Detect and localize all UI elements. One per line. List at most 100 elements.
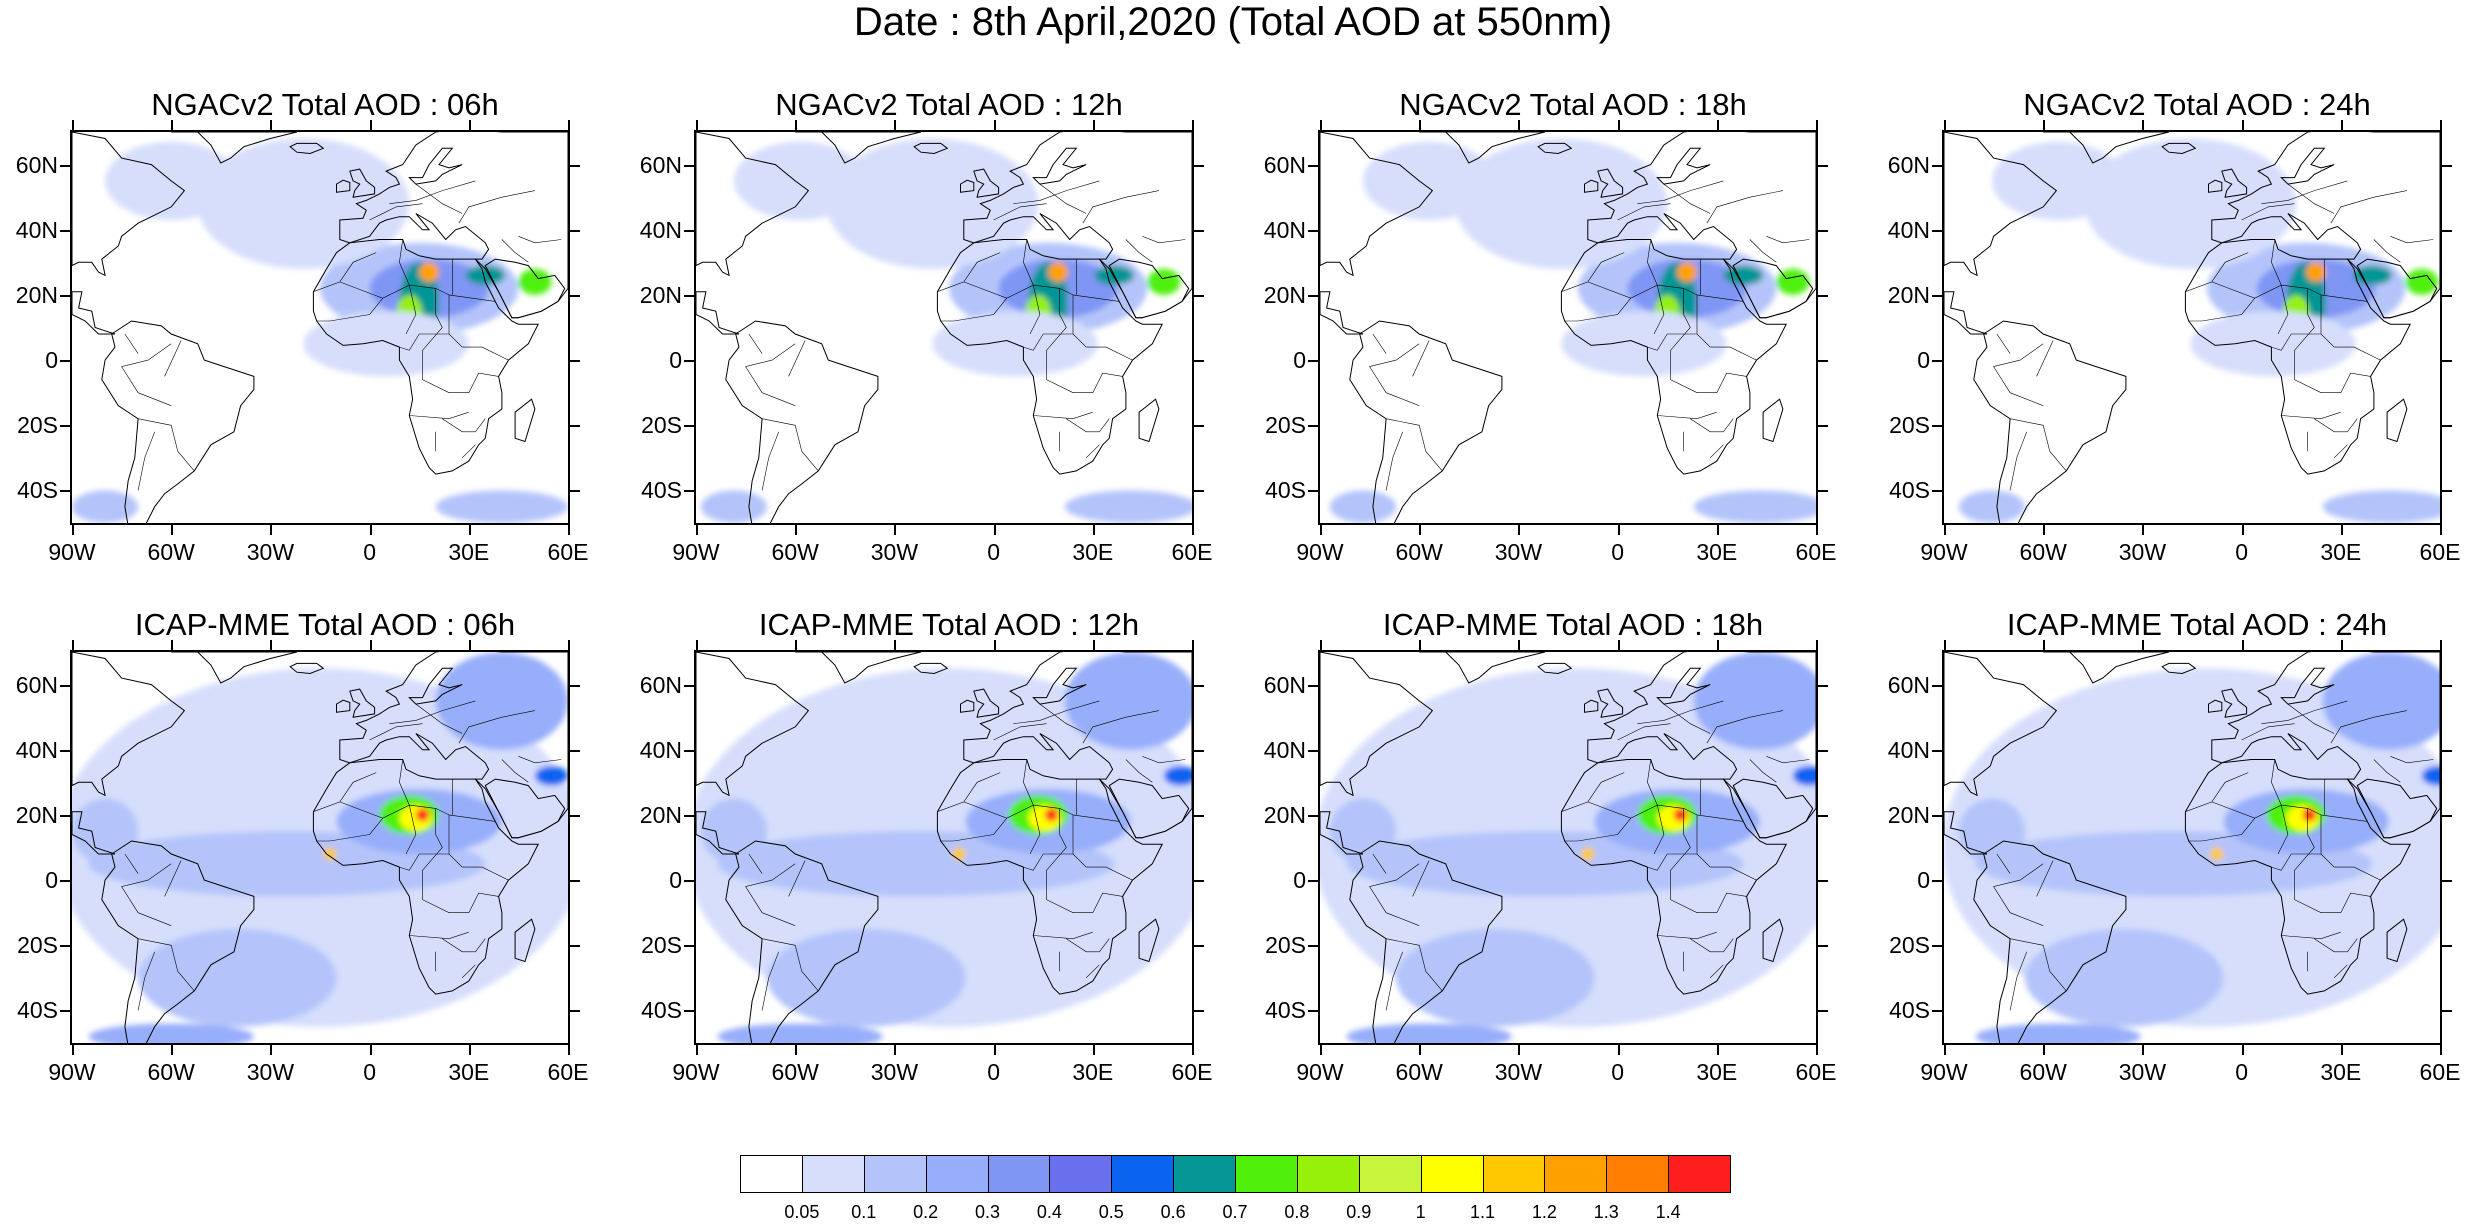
aod-map bbox=[1944, 652, 2440, 1043]
lon-tick bbox=[2043, 1045, 2046, 1055]
lat-tick bbox=[1308, 1010, 1318, 1013]
country-border bbox=[316, 818, 384, 842]
lat-label: 20S bbox=[17, 412, 58, 439]
country-border bbox=[501, 759, 529, 783]
lat-label: 20N bbox=[1263, 281, 1306, 308]
coastline-britain bbox=[2221, 688, 2248, 718]
aod-map bbox=[72, 132, 568, 523]
country-border bbox=[1709, 964, 1724, 979]
country-border bbox=[448, 294, 496, 302]
country-border bbox=[762, 418, 819, 472]
aod-field bbox=[72, 138, 568, 523]
lon-tick bbox=[2440, 120, 2442, 130]
country-border bbox=[1647, 239, 1658, 286]
lat-tick bbox=[684, 490, 694, 493]
country-border bbox=[313, 772, 377, 812]
map-frame bbox=[1318, 130, 1818, 525]
aod-blob bbox=[435, 652, 568, 750]
lat-tick bbox=[60, 164, 70, 167]
country-border bbox=[1647, 759, 1658, 806]
lon-tick bbox=[1320, 640, 1322, 650]
aod-blob bbox=[1044, 808, 1059, 822]
colorbar-box bbox=[1668, 1155, 1731, 1193]
country-border bbox=[1670, 372, 1747, 393]
lon-tick bbox=[1419, 120, 1422, 130]
lat-tick bbox=[1932, 164, 1942, 167]
lat-label: 0 bbox=[1293, 867, 1306, 894]
lon-label: 0 bbox=[2235, 539, 2248, 565]
lon-tick bbox=[468, 525, 471, 535]
country-border bbox=[2271, 239, 2282, 286]
country-border bbox=[1066, 938, 1110, 953]
country-border bbox=[1072, 814, 1120, 822]
lat-tick bbox=[2442, 880, 2452, 883]
country-border bbox=[748, 333, 763, 354]
lat-label: 20N bbox=[639, 801, 682, 828]
lat-tick bbox=[570, 490, 580, 493]
lat-label: 60N bbox=[1263, 151, 1306, 178]
colorbar-label: 0.8 bbox=[1284, 1202, 1310, 1222]
coastline-iceland bbox=[289, 142, 325, 155]
country-border bbox=[745, 863, 796, 926]
map-panel: NGACv2 Total AOD : 18h 60N 40N 20N 0 20S 40S 90… bbox=[1264, 85, 1878, 645]
coastline-northAmerica bbox=[1944, 132, 2058, 277]
lon-label: 90W bbox=[1920, 539, 1968, 565]
country-border bbox=[1993, 863, 2044, 926]
lat-tick bbox=[570, 684, 580, 687]
lat-label: 40S bbox=[17, 477, 58, 504]
lat-label: 20N bbox=[15, 281, 58, 308]
lon-tick bbox=[696, 525, 698, 535]
lon-tick bbox=[2142, 525, 2145, 535]
lon-label: 60E bbox=[1795, 1059, 1837, 1085]
lon-label: 0 bbox=[987, 1059, 1000, 1085]
lon-tick bbox=[1816, 525, 1818, 535]
lat-label: 0 bbox=[45, 347, 58, 374]
country-border bbox=[1372, 853, 1387, 874]
country-border bbox=[1766, 236, 1810, 244]
lat-tick bbox=[684, 945, 694, 948]
lat-label: 60N bbox=[1263, 671, 1306, 698]
lat-tick bbox=[570, 749, 580, 752]
coastline-southAmerica bbox=[1349, 320, 1503, 523]
colorbar-box bbox=[740, 1155, 803, 1193]
country-border bbox=[2036, 340, 2054, 377]
lon-label: 30E bbox=[1696, 1059, 1738, 1085]
aod-field bbox=[1958, 138, 2440, 523]
country-border bbox=[448, 814, 496, 822]
coastlines bbox=[72, 132, 568, 523]
lat-tick bbox=[1818, 749, 1828, 752]
lat-tick bbox=[2442, 814, 2452, 817]
aod-blob bbox=[419, 262, 440, 282]
lon-tick bbox=[568, 120, 570, 130]
lat-tick bbox=[684, 880, 694, 883]
lon-tick bbox=[2440, 525, 2442, 535]
lon-label: 60W bbox=[2019, 539, 2067, 565]
country-border bbox=[1653, 285, 1665, 335]
aod-blob bbox=[1396, 928, 1595, 1027]
country-border bbox=[458, 190, 535, 224]
lat-label: 0 bbox=[669, 347, 682, 374]
lon-tick bbox=[1944, 120, 1946, 130]
country-border bbox=[2185, 252, 2249, 292]
coastline-northAmerica bbox=[1944, 652, 2058, 797]
lon-tick bbox=[369, 640, 372, 650]
lon-label: 60E bbox=[2419, 539, 2461, 565]
aod-field bbox=[1944, 652, 2440, 1043]
country-border bbox=[1670, 892, 1747, 913]
map-frame bbox=[1942, 130, 2442, 525]
lat-tick bbox=[1308, 360, 1318, 363]
colorbar-box bbox=[925, 1155, 989, 1193]
coastline-africa bbox=[2184, 239, 2412, 475]
lon-tick bbox=[369, 525, 372, 535]
colorbar-box bbox=[1544, 1155, 1608, 1193]
aod-blob bbox=[700, 490, 768, 523]
country-border bbox=[1749, 239, 1777, 263]
lat-tick bbox=[1194, 360, 1204, 363]
lon-tick bbox=[1419, 640, 1422, 650]
coastlines bbox=[72, 652, 568, 1043]
aod-map bbox=[696, 652, 1192, 1043]
lon-label: 0 bbox=[987, 539, 1000, 565]
lon-label: 0 bbox=[1611, 539, 1624, 565]
lat-tick bbox=[1308, 164, 1318, 167]
lon-tick bbox=[1092, 525, 1095, 535]
